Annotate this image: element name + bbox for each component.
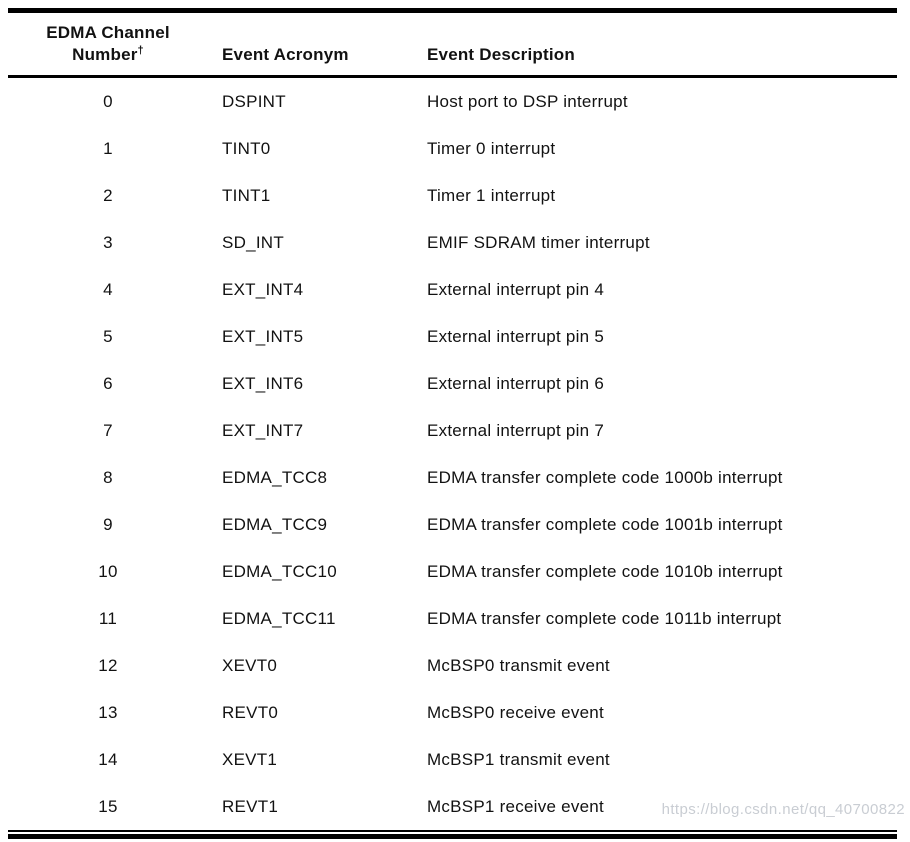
cell-channel-number: 6: [103, 373, 113, 393]
footnote-dagger-marker: †: [137, 44, 144, 57]
table-row: 14 XEVT1 McBSP1 transmit event: [8, 736, 897, 783]
cell-event-acronym: TINT0: [222, 138, 271, 158]
header-channel-line1: EDMA Channel: [46, 23, 170, 42]
cell-event-acronym: EXT_INT7: [222, 420, 304, 440]
cell-event-description: Timer 1 interrupt: [427, 185, 556, 205]
cell-event-acronym: REVT0: [222, 702, 279, 722]
table-row: 6 EXT_INT6 External interrupt pin 6: [8, 360, 897, 407]
cell-event-description: Host port to DSP interrupt: [427, 91, 628, 111]
cell-event-description: McBSP1 receive event: [427, 796, 604, 816]
cell-channel-number: 11: [98, 608, 118, 628]
cell-event-acronym: TINT1: [222, 185, 271, 205]
cell-channel-number: 15: [98, 796, 118, 816]
table-row: 10 EDMA_TCC10 EDMA transfer complete cod…: [8, 548, 897, 595]
cell-channel-number: 4: [103, 279, 113, 299]
table-row: 7 EXT_INT7 External interrupt pin 7: [8, 407, 897, 454]
cell-channel-number: 3: [103, 232, 113, 252]
header-event-description: Event Description: [427, 45, 575, 64]
table-bottom-rule-thick: [8, 834, 897, 839]
table-row: 11 EDMA_TCC11 EDMA transfer complete cod…: [8, 595, 897, 642]
header-separator-rule: [8, 75, 897, 78]
cell-channel-number: 8: [103, 467, 113, 487]
table-row: 0 DSPINT Host port to DSP interrupt: [8, 78, 897, 125]
header-event-acronym: Event Acronym: [222, 45, 349, 64]
cell-channel-number: 9: [103, 514, 113, 534]
edma-channel-table: EDMA Channel Number† Event Acronym Event…: [8, 8, 897, 839]
cell-event-acronym: EDMA_TCC11: [222, 608, 336, 628]
cell-event-acronym: EXT_INT4: [222, 279, 304, 299]
cell-event-description: EDMA transfer complete code 1001b interr…: [427, 514, 783, 534]
cell-event-acronym: XEVT0: [222, 655, 278, 675]
cell-event-description: External interrupt pin 4: [427, 279, 605, 299]
table-top-rule: [8, 8, 897, 13]
cell-event-acronym: SD_INT: [222, 232, 284, 252]
cell-channel-number: 7: [103, 420, 113, 440]
cell-event-description: External interrupt pin 7: [427, 420, 605, 440]
cell-event-acronym: DSPINT: [222, 91, 286, 111]
table-header-row: EDMA Channel Number† Event Acronym Event…: [8, 13, 897, 75]
cell-event-description: EDMA transfer complete code 1011b interr…: [427, 608, 782, 628]
table-bottom-rule-thin: [8, 830, 897, 832]
table-row: 15 REVT1 McBSP1 receive event: [8, 783, 897, 830]
header-channel-line2: Number†: [72, 44, 144, 64]
cell-event-description: External interrupt pin 5: [427, 326, 605, 346]
cell-channel-number: 5: [103, 326, 113, 346]
cell-event-acronym: REVT1: [222, 796, 279, 816]
cell-channel-number: 1: [103, 138, 113, 158]
cell-event-acronym: XEVT1: [222, 749, 278, 769]
table-row: 12 XEVT0 McBSP0 transmit event: [8, 642, 897, 689]
table-row: 2 TINT1 Timer 1 interrupt: [8, 172, 897, 219]
header-channel-number: EDMA Channel Number†: [8, 13, 208, 75]
cell-event-acronym: EDMA_TCC9: [222, 514, 328, 534]
cell-channel-number: 14: [98, 749, 118, 769]
table-row: 3 SD_INT EMIF SDRAM timer interrupt: [8, 219, 897, 266]
table-row: 1 TINT0 Timer 0 interrupt: [8, 125, 897, 172]
cell-event-description: McBSP1 transmit event: [427, 749, 610, 769]
cell-event-description: McBSP0 receive event: [427, 702, 604, 722]
cell-event-acronym: EXT_INT6: [222, 373, 304, 393]
cell-event-description: EDMA transfer complete code 1010b interr…: [427, 561, 783, 581]
cell-event-acronym: EDMA_TCC10: [222, 561, 337, 581]
cell-channel-number: 0: [103, 91, 113, 111]
table-row: 5 EXT_INT5 External interrupt pin 5: [8, 313, 897, 360]
cell-event-description: External interrupt pin 6: [427, 373, 605, 393]
table-row: 13 REVT0 McBSP0 receive event: [8, 689, 897, 736]
cell-channel-number: 2: [103, 185, 113, 205]
cell-event-description: EMIF SDRAM timer interrupt: [427, 232, 650, 252]
cell-channel-number: 10: [98, 561, 118, 581]
table-row: 8 EDMA_TCC8 EDMA transfer complete code …: [8, 454, 897, 501]
table-body: 0 DSPINT Host port to DSP interrupt 1 TI…: [8, 78, 897, 830]
cell-event-description: McBSP0 transmit event: [427, 655, 610, 675]
csdn-watermark: https://blog.csdn.net/qq_40700822: [661, 801, 905, 818]
table-row: 9 EDMA_TCC9 EDMA transfer complete code …: [8, 501, 897, 548]
cell-event-acronym: EXT_INT5: [222, 326, 304, 346]
table-row: 4 EXT_INT4 External interrupt pin 4: [8, 266, 897, 313]
cell-event-acronym: EDMA_TCC8: [222, 467, 328, 487]
cell-event-description: EDMA transfer complete code 1000b interr…: [427, 467, 783, 487]
table-bottom-rule-gap: [8, 832, 897, 834]
cell-channel-number: 13: [98, 702, 118, 722]
cell-channel-number: 12: [98, 655, 118, 675]
cell-event-description: Timer 0 interrupt: [427, 138, 556, 158]
